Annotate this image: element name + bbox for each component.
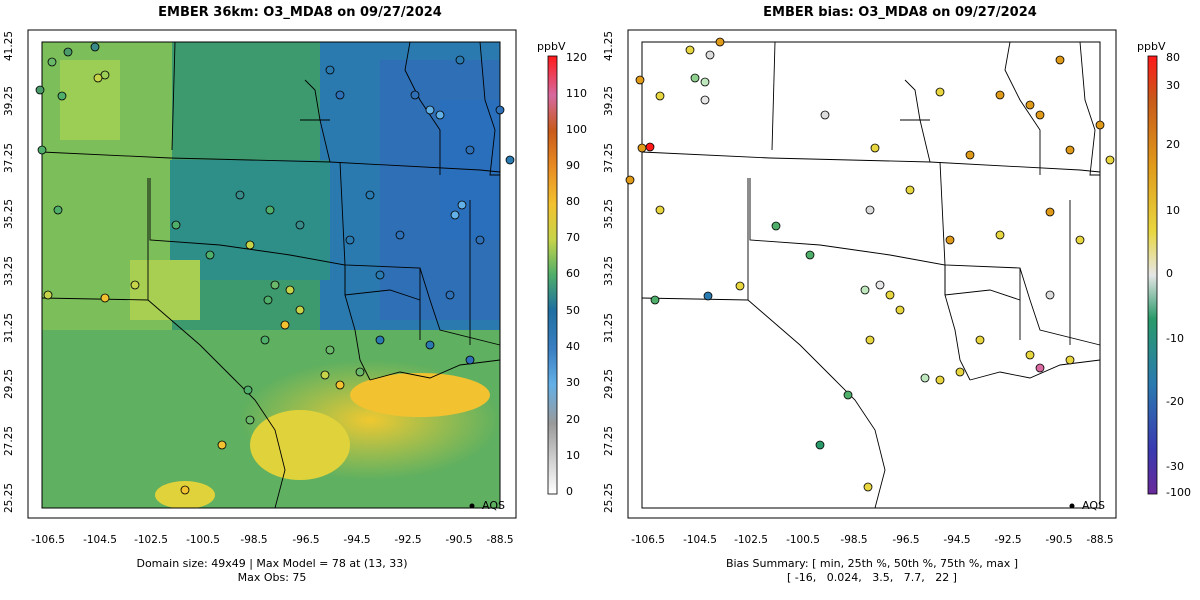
colorbar-tick: 100: [566, 123, 587, 136]
x-tick: -96.5: [892, 534, 920, 546]
x-tick: -102.5: [134, 534, 168, 546]
y-tick: 39.25: [603, 85, 616, 117]
x-tick: -106.5: [31, 534, 65, 546]
colorbar-tick: 50: [566, 304, 580, 317]
colorbar-tick: 10: [1166, 204, 1180, 217]
left-footer-line2: Max Obs: 75: [237, 571, 307, 584]
colorbar-tick: 80: [566, 195, 580, 208]
x-tick: -90.5: [1045, 534, 1073, 546]
y-tick: 39.25: [3, 85, 16, 117]
left-legend-label: AQS: [482, 499, 505, 512]
right-title: EMBER bias: O3_MDA8 on 09/27/2024: [763, 5, 1037, 20]
x-tick: -96.5: [292, 534, 320, 546]
x-tick: -102.5: [734, 534, 768, 546]
left-legend-dot: [469, 503, 475, 509]
left-state-boundaries: [41, 41, 501, 509]
left-title: EMBER 36km: O3_MDA8 on 09/27/2024: [158, 5, 442, 20]
colorbar-tick: 60: [566, 267, 580, 280]
colorbar-tick: 0: [1166, 267, 1173, 280]
colorbar-tick: 0: [566, 485, 573, 498]
y-tick: 25.25: [603, 482, 616, 514]
left-colorbar-unit: ppbV: [537, 40, 566, 53]
x-tick: -94.5: [943, 534, 971, 546]
right-legend-label: AQS: [1082, 499, 1105, 512]
y-tick: 29.25: [3, 368, 16, 400]
colorbar-tick: 110: [566, 87, 587, 100]
y-tick: 27.25: [603, 425, 616, 457]
x-tick: -90.5: [445, 534, 473, 546]
colorbar-tick: 10: [566, 449, 580, 462]
y-tick: 41.25: [603, 30, 616, 62]
colorbar-tick: 30: [566, 376, 580, 389]
colorbar-tick: 20: [1166, 138, 1180, 151]
x-tick: -98.5: [240, 534, 268, 546]
right-plot-frame: [627, 29, 1117, 519]
x-tick: -92.5: [394, 534, 422, 546]
y-tick: 29.25: [603, 368, 616, 400]
x-tick: -100.5: [186, 534, 220, 546]
y-tick: 25.25: [3, 482, 16, 514]
left-station-markers: [35, 42, 515, 495]
left-colorbar: [547, 55, 558, 495]
x-tick: -88.5: [486, 534, 514, 546]
colorbar-tick: -100: [1166, 486, 1191, 499]
right-footer-line2: [ -16, 0.024, 3.5, 7.7, 22 ]: [787, 571, 957, 584]
colorbar-tick: 40: [566, 340, 580, 353]
right-station-markers: [625, 37, 1115, 492]
right-colorbar: [1147, 55, 1158, 495]
y-tick: 33.25: [603, 255, 616, 287]
colorbar-tick: 30: [1166, 79, 1180, 92]
colorbar-tick: -30: [1166, 460, 1184, 473]
y-tick: 41.25: [3, 30, 16, 62]
right-colorbar-unit: ppbV: [1137, 40, 1166, 53]
y-tick: 31.25: [3, 312, 16, 344]
right-footer-line1: Bias Summary: [ min, 25th %, 50th %, 75t…: [725, 557, 1019, 570]
colorbar-tick: 20: [566, 413, 580, 426]
colorbar-tick: 90: [566, 159, 580, 172]
colorbar-tick: 80: [1166, 51, 1180, 64]
y-tick: 37.25: [603, 142, 616, 174]
x-tick: -100.5: [786, 534, 820, 546]
colorbar-tick: 70: [566, 231, 580, 244]
colorbar-tick: -10: [1166, 332, 1184, 345]
x-tick: -98.5: [840, 534, 868, 546]
right-legend-dot: [1069, 503, 1075, 509]
y-tick: 33.25: [3, 255, 16, 287]
colorbar-tick: -20: [1166, 395, 1184, 408]
x-tick: -88.5: [1086, 534, 1114, 546]
x-tick: -104.5: [83, 534, 117, 546]
left-footer-line1: Domain size: 49x49 | Max Model = 78 at (…: [136, 557, 408, 570]
y-tick: 37.25: [3, 142, 16, 174]
colorbar-tick: 120: [566, 51, 587, 64]
left-plot-frame: [27, 29, 517, 519]
x-tick: -94.5: [343, 534, 371, 546]
y-tick: 35.25: [3, 198, 16, 230]
right-state-boundaries: [641, 41, 1101, 509]
x-tick: -92.5: [994, 534, 1022, 546]
y-tick: 35.25: [603, 198, 616, 230]
y-tick: 31.25: [603, 312, 616, 344]
x-tick: -104.5: [683, 534, 717, 546]
y-tick: 27.25: [3, 425, 16, 457]
x-tick: -106.5: [631, 534, 665, 546]
